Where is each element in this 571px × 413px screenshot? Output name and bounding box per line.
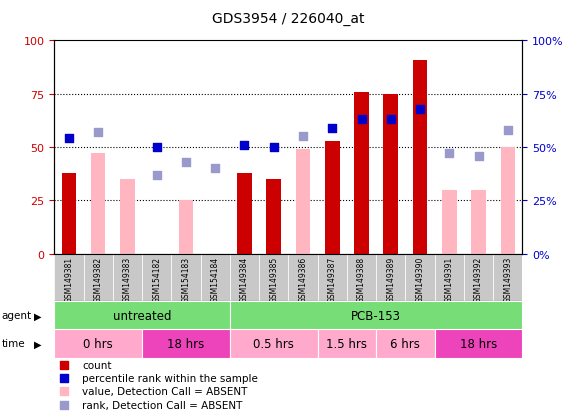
Bar [54,254,83,301]
Text: GSM149387: GSM149387 [328,256,337,302]
Text: GSM154182: GSM154182 [152,256,161,302]
Bar [347,254,376,301]
Bar [296,150,310,254]
Point [65,136,74,142]
Bar [179,201,193,254]
Bar [91,154,106,254]
Point [94,129,103,136]
Text: time: time [2,339,25,349]
Text: 0.5 hrs: 0.5 hrs [254,337,294,350]
Point [474,153,483,159]
Point [211,166,220,172]
Bar [267,180,281,254]
Bar [230,301,522,330]
Text: percentile rank within the sample: percentile rank within the sample [82,373,258,382]
Bar [405,254,435,301]
Point [445,151,454,157]
Bar [354,93,369,254]
Text: GSM149382: GSM149382 [94,256,103,302]
Point [357,117,366,123]
Bar [142,254,171,301]
Point [59,361,68,368]
Point [182,159,191,166]
Text: GSM149390: GSM149390 [416,256,425,303]
Text: 1.5 hrs: 1.5 hrs [327,337,367,350]
Point [152,144,161,151]
Bar [493,254,522,301]
Bar [288,254,317,301]
Text: count: count [82,360,112,370]
Point [328,125,337,132]
Bar [435,254,464,301]
Text: 18 hrs: 18 hrs [167,337,204,350]
Text: GSM154183: GSM154183 [182,256,191,302]
Bar [442,190,457,254]
Text: untreated: untreated [113,309,171,322]
Bar [237,173,252,254]
Text: ▶: ▶ [34,311,42,320]
Point [59,388,68,395]
Text: PCB-153: PCB-153 [351,309,401,322]
Bar [376,254,405,301]
Text: 18 hrs: 18 hrs [460,337,497,350]
Text: GSM149385: GSM149385 [269,256,278,302]
Bar [317,254,347,301]
Bar [62,173,76,254]
Bar [171,254,200,301]
Bar [113,254,142,301]
Bar [464,254,493,301]
Point [59,374,68,381]
Point [503,127,512,134]
Text: GSM149381: GSM149381 [65,256,74,302]
Bar [501,147,515,254]
Text: rank, Detection Call = ABSENT: rank, Detection Call = ABSENT [82,400,243,410]
Bar [230,254,259,301]
Text: GSM149386: GSM149386 [299,256,308,302]
Bar [200,254,230,301]
Text: GSM149392: GSM149392 [474,256,483,302]
Text: GSM149384: GSM149384 [240,256,249,302]
Bar [54,330,142,358]
Bar [83,254,112,301]
Bar [471,190,486,254]
Bar [413,60,427,254]
Text: GSM149389: GSM149389 [386,256,395,302]
Text: GSM149383: GSM149383 [123,256,132,302]
Point [416,106,425,113]
Bar [54,301,230,330]
Text: ▶: ▶ [34,339,42,349]
Text: 6 hrs: 6 hrs [391,337,420,350]
Text: GDS3954 / 226040_at: GDS3954 / 226040_at [212,12,365,26]
Text: value, Detection Call = ABSENT: value, Detection Call = ABSENT [82,387,248,396]
Bar [376,330,435,358]
Bar [325,141,340,254]
Point [240,142,249,149]
Bar [230,330,317,358]
Bar [435,330,522,358]
Point [386,117,395,123]
Text: GSM149388: GSM149388 [357,256,366,302]
Bar [259,254,288,301]
Text: GSM149393: GSM149393 [503,256,512,303]
Bar [317,330,376,358]
Point [152,172,161,178]
Bar [120,180,135,254]
Text: agent: agent [2,311,32,320]
Point [59,401,68,408]
Point [269,144,278,151]
Text: 0 hrs: 0 hrs [83,337,113,350]
Text: GSM149391: GSM149391 [445,256,454,302]
Text: GSM154184: GSM154184 [211,256,220,302]
Bar [384,95,398,254]
Point [299,134,308,140]
Bar [142,330,230,358]
